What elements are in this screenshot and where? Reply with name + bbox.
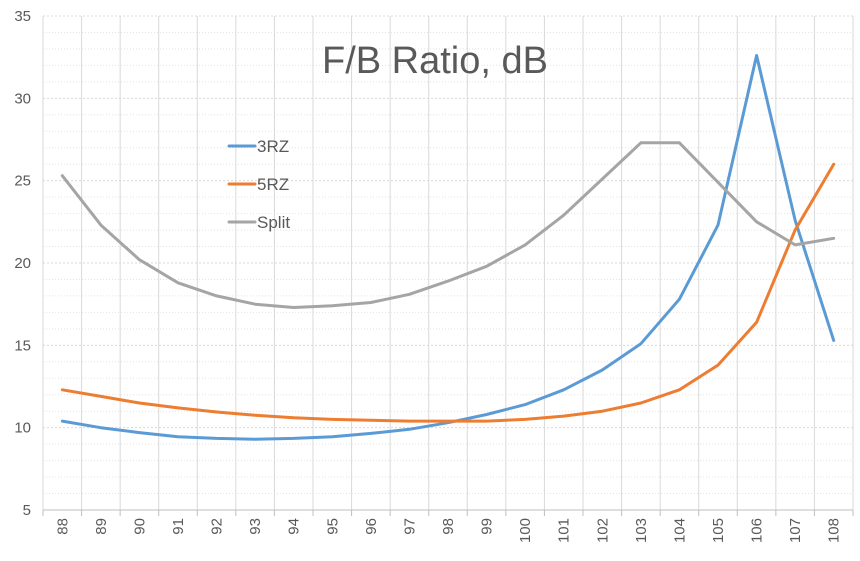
x-tick-label: 102 — [594, 518, 611, 543]
x-tick-label: 94 — [286, 518, 303, 535]
y-tick-label: 25 — [14, 173, 31, 190]
x-tick-label: 92 — [209, 518, 226, 535]
legend-label-5rz: 5RZ — [257, 175, 289, 194]
x-tick-label: 89 — [93, 518, 110, 535]
x-tick-label: 95 — [324, 518, 341, 535]
x-tick-label: 90 — [131, 518, 148, 535]
x-tick-label: 107 — [787, 518, 804, 543]
y-tick-label: 5 — [23, 502, 31, 519]
y-tick-label: 20 — [14, 255, 31, 272]
series-lines — [60, 54, 836, 441]
x-tick-label: 101 — [556, 518, 573, 543]
legend-label-split: Split — [257, 213, 290, 232]
series-line-5rz — [60, 162, 836, 423]
x-tick-label: 98 — [440, 518, 457, 535]
vertical-gridlines — [42, 16, 854, 516]
legend-label-3rz: 3RZ — [257, 137, 289, 156]
x-tick-label: 93 — [247, 518, 264, 535]
x-tick-label: 99 — [479, 518, 496, 535]
x-tick-label: 106 — [749, 518, 766, 543]
x-tick-label: 88 — [54, 518, 71, 535]
x-tick-label: 91 — [170, 518, 187, 535]
chart-title: F/B Ratio, dB — [322, 40, 548, 82]
y-axis-ticks: 5 10 15 20 25 30 35 — [14, 8, 31, 519]
x-tick-label: 97 — [401, 518, 418, 535]
series-line-3rz — [60, 54, 836, 441]
x-tick-label: 103 — [633, 518, 650, 543]
x-axis-ticks: 88 89 90 91 92 93 94 95 96 97 98 99 100 101 102 103 104 1… — [54, 518, 842, 543]
y-tick-label: 15 — [14, 337, 31, 354]
legend: 3RZ 5RZ Split — [227, 137, 290, 232]
x-tick-label: 104 — [671, 518, 688, 543]
y-tick-label: 10 — [14, 420, 31, 437]
x-tick-label: 96 — [363, 518, 380, 535]
x-tick-label: 108 — [826, 518, 843, 543]
minor-gridlines — [43, 31, 853, 495]
x-tick-label: 100 — [517, 518, 534, 543]
x-tick-label: 105 — [710, 518, 727, 543]
y-tick-label: 30 — [14, 90, 31, 107]
series-line-split — [60, 141, 836, 309]
y-tick-label: 35 — [14, 8, 31, 25]
